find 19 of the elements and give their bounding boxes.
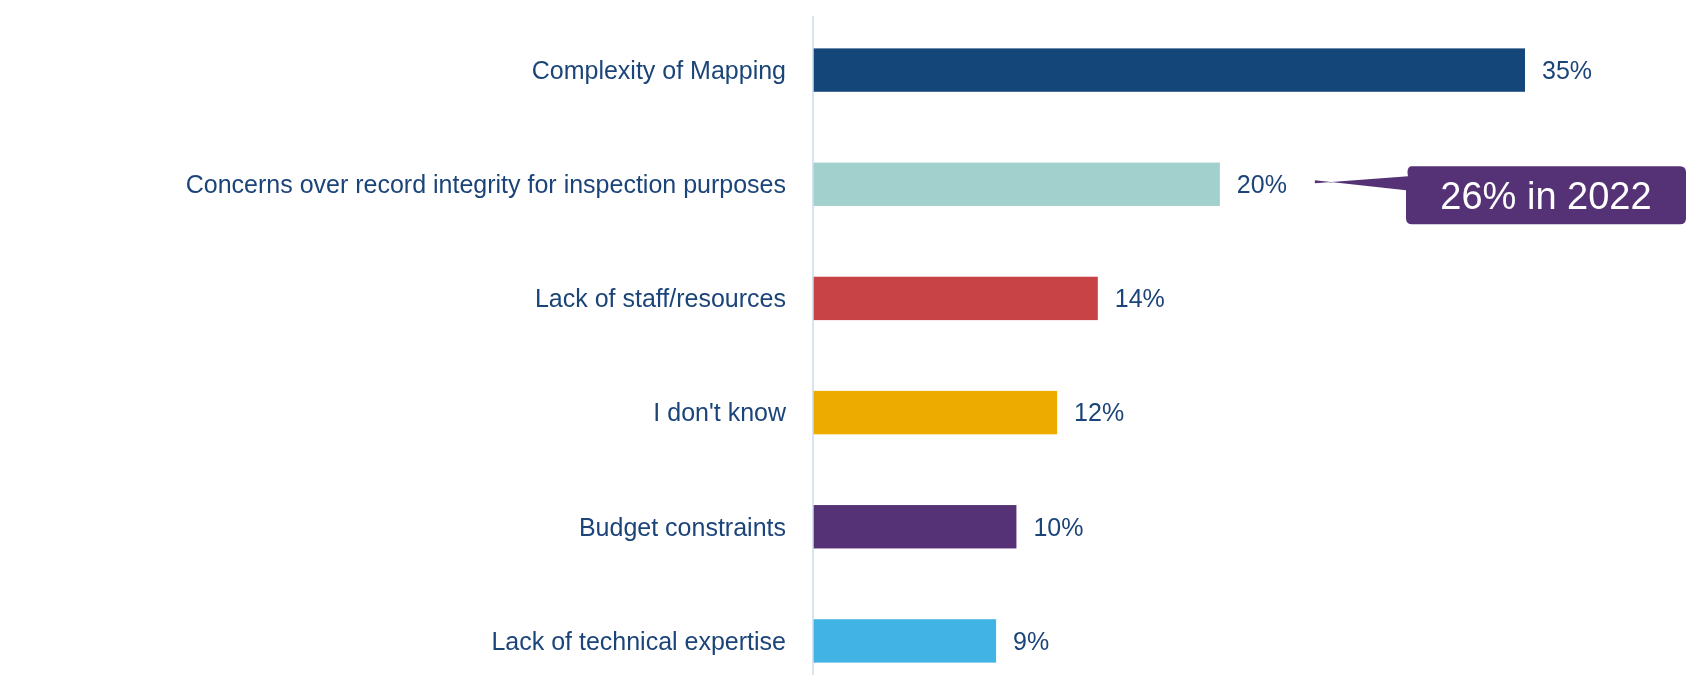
y-tick-label: Budget constraints bbox=[578, 512, 786, 541]
bar bbox=[813, 505, 1017, 549]
y-tick-label: Complexity of Mapping bbox=[531, 55, 786, 84]
data-label: 20% bbox=[1236, 170, 1287, 198]
data-label: 12% bbox=[1074, 398, 1125, 427]
y-tick-label: Lack of technical expertise bbox=[491, 626, 786, 655]
bar bbox=[813, 390, 1058, 435]
bar bbox=[813, 162, 1220, 206]
bar bbox=[813, 48, 1525, 92]
data-label: 9% bbox=[1013, 626, 1050, 655]
y-tick-label: Concerns over record integrity for inspection purposes bbox=[185, 170, 786, 198]
data-label: 10% bbox=[1033, 512, 1084, 541]
annotation: 26% in 2022 bbox=[1440, 174, 1652, 217]
bar bbox=[813, 276, 1098, 321]
data-label: 14% bbox=[1114, 284, 1165, 313]
data-label: 35% bbox=[1542, 55, 1593, 84]
bar bbox=[813, 619, 997, 663]
y-tick-label: Lack of staff/resources bbox=[534, 284, 786, 313]
y-tick-label: I don't know bbox=[653, 398, 787, 427]
